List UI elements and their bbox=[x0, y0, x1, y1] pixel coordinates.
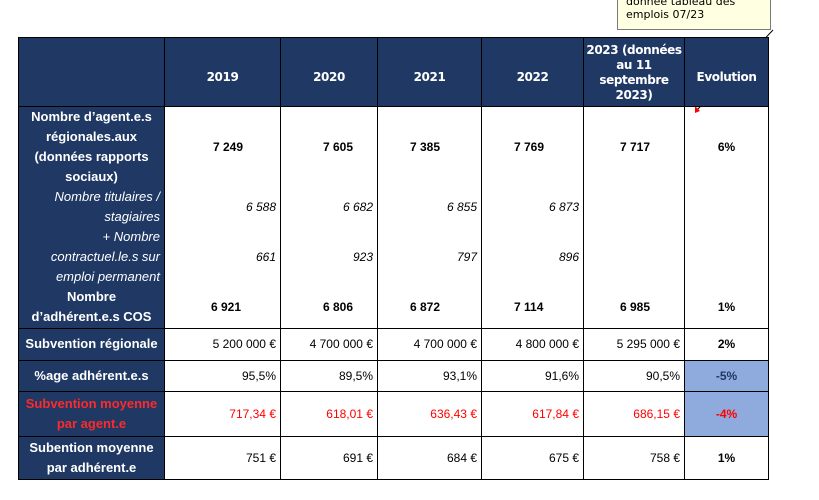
table-row-contractuels: + Nombre contractuel.le.s sur emploi per… bbox=[18, 227, 769, 287]
label-titulaires-l2: stagiaires bbox=[104, 209, 160, 224]
cell-subvention-evolution[interactable]: 2% bbox=[684, 327, 769, 361]
header-2023-line1: 2023 (données bbox=[586, 43, 682, 57]
cos-data-table: 2019 2020 2021 2022 2023 (données au 11 … bbox=[18, 37, 769, 480]
cell-subvention-2019[interactable]: 5 200 000 € bbox=[164, 327, 281, 361]
header-2019[interactable]: 2019 bbox=[164, 37, 281, 107]
header-2023[interactable]: 2023 (données au 11 septembre 2023) bbox=[583, 37, 685, 107]
cell-moy-agent-2021[interactable]: 636,43 € bbox=[377, 390, 482, 437]
label-moy-adh[interactable]: Subention moyenne par adhérent.e bbox=[18, 435, 165, 480]
header-2023-line3: 2023) bbox=[615, 88, 653, 102]
label-adherents[interactable]: Nombre d’adhérent.e.s COS bbox=[18, 287, 165, 329]
cell-adherents-2020[interactable]: 6 806 bbox=[280, 287, 378, 329]
cell-contractuels-2019[interactable]: 661 bbox=[164, 227, 281, 287]
cell-subvention-2020[interactable]: 4 700 000 € bbox=[280, 327, 378, 361]
label-agents-l4: sociaux) bbox=[65, 169, 118, 184]
table-row-subvention: Subvention régionale 5 200 000 € 4 700 0… bbox=[18, 327, 769, 361]
cell-pct-2022[interactable]: 91,6% bbox=[481, 359, 584, 392]
cell-contractuels-evolution[interactable] bbox=[684, 227, 769, 287]
cell-pct-2023[interactable]: 90,5% bbox=[583, 359, 685, 392]
label-titulaires[interactable]: Nombre titulaires / stagiaires bbox=[18, 187, 165, 227]
label-subvention[interactable]: Subvention régionale bbox=[18, 327, 165, 361]
label-moy-adh-l2: par adhérent.e bbox=[46, 459, 137, 475]
header-2022[interactable]: 2022 bbox=[481, 37, 584, 107]
cell-adherents-2021[interactable]: 6 872 bbox=[377, 287, 482, 329]
header-corner bbox=[18, 37, 165, 107]
label-agents-l2: régionales.aux bbox=[45, 129, 138, 144]
table-row-adherents: Nombre d’adhérent.e.s COS 6 921 6 806 6 … bbox=[18, 287, 769, 329]
cell-moy-agent-2022[interactable]: 617,84 € bbox=[481, 390, 584, 437]
cell-pct-2021[interactable]: 93,1% bbox=[377, 359, 482, 392]
cell-adherents-2019[interactable]: 6 921 bbox=[164, 287, 281, 329]
table-row-moy-adh: Subention moyenne par adhérent.e 751 € 6… bbox=[18, 435, 769, 480]
cell-moy-agent-evolution[interactable]: -4% bbox=[684, 390, 769, 437]
cell-agents-2022[interactable]: 7 769 bbox=[481, 106, 584, 187]
cell-agents-2021[interactable]: 7 385 bbox=[377, 106, 482, 187]
cell-moy-agent-2020[interactable]: 618,01 € bbox=[280, 390, 378, 437]
label-adherents-l2: d’adhérent.e.s COS bbox=[31, 309, 152, 325]
cell-moy-adh-2019[interactable]: 751 € bbox=[164, 435, 281, 480]
cell-comment-note[interactable]: donnée tableau des emplois 07/23 bbox=[617, 0, 771, 30]
label-contractuels[interactable]: + Nombre contractuel.le.s sur emploi per… bbox=[18, 227, 165, 287]
cell-titulaires-evolution[interactable] bbox=[684, 187, 769, 227]
cell-adherents-evolution[interactable]: 1% bbox=[684, 287, 769, 329]
header-row: 2019 2020 2021 2022 2023 (données au 11 … bbox=[18, 37, 769, 107]
cell-moy-agent-2023[interactable]: 686,15 € bbox=[583, 390, 685, 437]
cell-subvention-2023[interactable]: 5 295 000 € bbox=[583, 327, 685, 361]
label-moy-agent[interactable]: Subvention moyenne par agent.e bbox=[18, 390, 165, 437]
table-row-pct: %age adhérent.e.s 95,5% 89,5% 93,1% 91,6… bbox=[18, 359, 769, 392]
label-titulaires-l1: Nombre titulaires / bbox=[54, 189, 160, 204]
header-2021[interactable]: 2021 bbox=[377, 37, 482, 107]
label-agents-l3: (données rapports bbox=[34, 149, 149, 164]
table-row-agents: Nombre d’agent.e.s régionales.aux (donné… bbox=[18, 106, 769, 187]
label-moy-agent-l2: par agent.e bbox=[56, 415, 127, 431]
comment-line-1: donnée tableau des bbox=[626, 0, 736, 8]
cell-subvention-2022[interactable]: 4 800 000 € bbox=[481, 327, 584, 361]
cell-titulaires-2019[interactable]: 6 588 bbox=[164, 187, 281, 227]
cell-pct-2020[interactable]: 89,5% bbox=[280, 359, 378, 392]
comment-line-2: emplois 07/23 bbox=[626, 8, 705, 21]
cell-moy-adh-evolution[interactable]: 1% bbox=[684, 435, 769, 480]
cell-moy-adh-2020[interactable]: 691 € bbox=[280, 435, 378, 480]
cell-moy-agent-2019[interactable]: 717,34 € bbox=[164, 390, 281, 437]
cell-moy-adh-2023[interactable]: 758 € bbox=[583, 435, 685, 480]
table-row-titulaires: Nombre titulaires / stagiaires 6 588 6 6… bbox=[18, 187, 769, 227]
cell-pct-2019[interactable]: 95,5% bbox=[164, 359, 281, 392]
label-moy-agent-l1: Subvention moyenne bbox=[25, 395, 158, 411]
cell-moy-adh-2022[interactable]: 675 € bbox=[481, 435, 584, 480]
cell-titulaires-2022[interactable]: 6 873 bbox=[481, 187, 584, 227]
label-contractuels-l3: emploi permanent bbox=[55, 269, 160, 284]
header-2023-line2: au 11 septembre bbox=[599, 58, 669, 87]
cell-agents-2023[interactable]: 7 717 bbox=[583, 106, 685, 187]
cell-agents-2020[interactable]: 7 605 bbox=[280, 106, 378, 187]
cell-titulaires-2021[interactable]: 6 855 bbox=[377, 187, 482, 227]
label-agents[interactable]: Nombre d’agent.e.s régionales.aux (donné… bbox=[18, 106, 165, 187]
header-evolution[interactable]: Evolution bbox=[684, 37, 769, 107]
cell-pct-evolution[interactable]: -5% bbox=[684, 359, 769, 392]
label-moy-adh-l1: Subention moyenne bbox=[29, 439, 154, 455]
cell-agents-evolution[interactable]: 6% bbox=[684, 106, 769, 187]
cell-titulaires-2023[interactable] bbox=[583, 187, 685, 227]
label-agents-l1: Nombre d’agent.e.s bbox=[31, 109, 152, 124]
cell-titulaires-2020[interactable]: 6 682 bbox=[280, 187, 378, 227]
cell-adherents-2023[interactable]: 6 985 bbox=[583, 287, 685, 329]
label-contractuels-l1: + Nombre bbox=[102, 229, 160, 244]
cell-subvention-2021[interactable]: 4 700 000 € bbox=[377, 327, 482, 361]
cell-contractuels-2023[interactable] bbox=[583, 227, 685, 287]
table-row-moy-agent: Subvention moyenne par agent.e 717,34 € … bbox=[18, 390, 769, 437]
cell-moy-adh-2021[interactable]: 684 € bbox=[377, 435, 482, 480]
cell-contractuels-2022[interactable]: 896 bbox=[481, 227, 584, 287]
label-pct[interactable]: %age adhérent.e.s bbox=[18, 359, 165, 392]
cell-adherents-2022[interactable]: 7 114 bbox=[481, 287, 584, 329]
cell-contractuels-2021[interactable]: 797 bbox=[377, 227, 482, 287]
header-2020[interactable]: 2020 bbox=[280, 37, 378, 107]
label-adherents-l1: Nombre bbox=[66, 289, 117, 305]
cell-contractuels-2020[interactable]: 923 bbox=[280, 227, 378, 287]
label-contractuels-l2: contractuel.le.s sur bbox=[50, 249, 160, 264]
cell-agents-2019[interactable]: 7 249 bbox=[164, 106, 281, 187]
